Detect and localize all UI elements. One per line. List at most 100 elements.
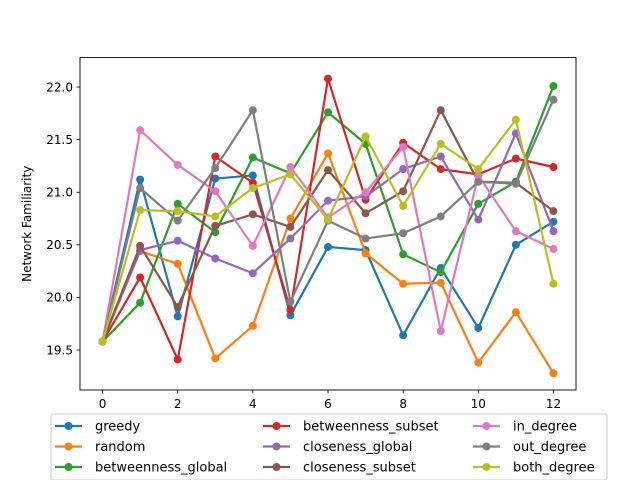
data-point	[324, 166, 332, 175]
data-point	[474, 165, 483, 174]
legend-marker	[272, 463, 281, 471]
data-point	[511, 240, 520, 249]
data-point	[248, 171, 257, 180]
data-point	[248, 269, 257, 278]
data-point	[248, 241, 257, 250]
legend-label: greedy	[95, 420, 141, 435]
y-tick-label: 20.5	[46, 238, 73, 252]
data-point	[173, 302, 182, 311]
data-point	[474, 215, 483, 224]
data-point	[474, 199, 483, 208]
x-tick-label: 8	[399, 397, 407, 411]
data-point	[211, 354, 220, 363]
data-point	[248, 321, 257, 330]
data-point	[173, 312, 182, 321]
data-point	[436, 278, 445, 287]
data-point	[399, 201, 408, 210]
data-point	[211, 254, 220, 263]
data-point	[474, 177, 483, 186]
legend-item-betweenness-global: betweenness_global	[55, 461, 227, 476]
data-point	[399, 187, 408, 196]
y-axis-label: Network Familiarity	[20, 166, 34, 282]
y-axis: 19.5 20.0 20.5 21.0 21.5 22.0	[46, 80, 80, 357]
data-point	[511, 115, 520, 124]
data-point	[511, 308, 520, 317]
data-point	[248, 153, 257, 162]
data-point	[286, 297, 295, 306]
data-point	[549, 163, 558, 171]
data-point	[211, 152, 220, 161]
data-point	[286, 306, 295, 315]
x-tick-label: 2	[174, 397, 182, 411]
data-point	[549, 279, 558, 288]
legend-marker	[272, 442, 281, 451]
legend-marker	[64, 422, 73, 430]
data-point	[324, 74, 332, 83]
data-point	[399, 143, 408, 152]
data-point	[136, 206, 145, 215]
data-point	[173, 207, 182, 216]
data-point	[324, 242, 332, 251]
x-tick-label: 10	[471, 397, 486, 411]
data-point	[549, 207, 558, 216]
data-point	[173, 259, 182, 268]
data-point	[549, 82, 558, 90]
data-point	[474, 358, 483, 367]
data-point	[436, 212, 445, 221]
data-point	[211, 187, 220, 196]
data-point	[248, 210, 257, 219]
legend-item-random: random	[55, 440, 145, 455]
data-point	[361, 209, 370, 218]
data-point	[436, 106, 445, 115]
legend-item-out-degree: out_degree	[473, 440, 586, 455]
data-point	[361, 249, 370, 258]
legend-item-in-degree: in_degree	[473, 420, 577, 435]
legend-label: out_degree	[513, 440, 586, 455]
data-point	[136, 241, 145, 250]
data-point	[248, 106, 257, 115]
data-point	[474, 171, 483, 180]
data-point	[511, 154, 520, 163]
legend-marker	[482, 442, 491, 451]
x-axis: 0 2 4 6 8 10 12	[99, 390, 561, 411]
legend-label: betweenness_global	[95, 461, 227, 476]
data-point	[361, 188, 370, 197]
y-tick-label: 19.5	[46, 343, 73, 357]
data-point	[324, 215, 332, 224]
data-point	[173, 160, 182, 169]
data-point	[324, 149, 332, 158]
data-point	[549, 95, 558, 104]
data-point	[511, 179, 520, 188]
data-point	[211, 221, 220, 230]
data-point	[98, 337, 107, 346]
legend: greedy random betweenness_global betweennes…	[50, 413, 608, 480]
legend-item-closeness-global: closeness_global	[263, 440, 412, 455]
data-point	[361, 132, 370, 141]
legend-marker	[482, 463, 491, 471]
data-point	[286, 170, 295, 179]
y-tick-label: 21.0	[46, 186, 73, 200]
data-point	[136, 175, 145, 184]
data-point	[286, 214, 295, 223]
legend-marker	[272, 422, 281, 430]
legend-label: betweenness_subset	[303, 420, 439, 435]
data-point	[286, 163, 295, 171]
y-tick-label: 21.5	[46, 133, 73, 147]
x-tick-label: 4	[249, 397, 257, 411]
data-point	[361, 234, 370, 243]
legend-item-greedy: greedy	[55, 420, 141, 435]
data-point	[324, 196, 332, 205]
y-tick-label: 20.0	[46, 291, 73, 305]
data-point	[399, 165, 408, 174]
data-point	[549, 227, 558, 236]
data-point	[474, 323, 483, 332]
legend-box	[50, 413, 608, 480]
data-point	[136, 273, 145, 282]
data-point	[173, 355, 182, 364]
legend-label: closeness_global	[303, 440, 412, 455]
data-point	[436, 152, 445, 161]
data-point	[549, 369, 558, 378]
data-point	[136, 184, 145, 193]
legend-label: random	[95, 440, 145, 455]
